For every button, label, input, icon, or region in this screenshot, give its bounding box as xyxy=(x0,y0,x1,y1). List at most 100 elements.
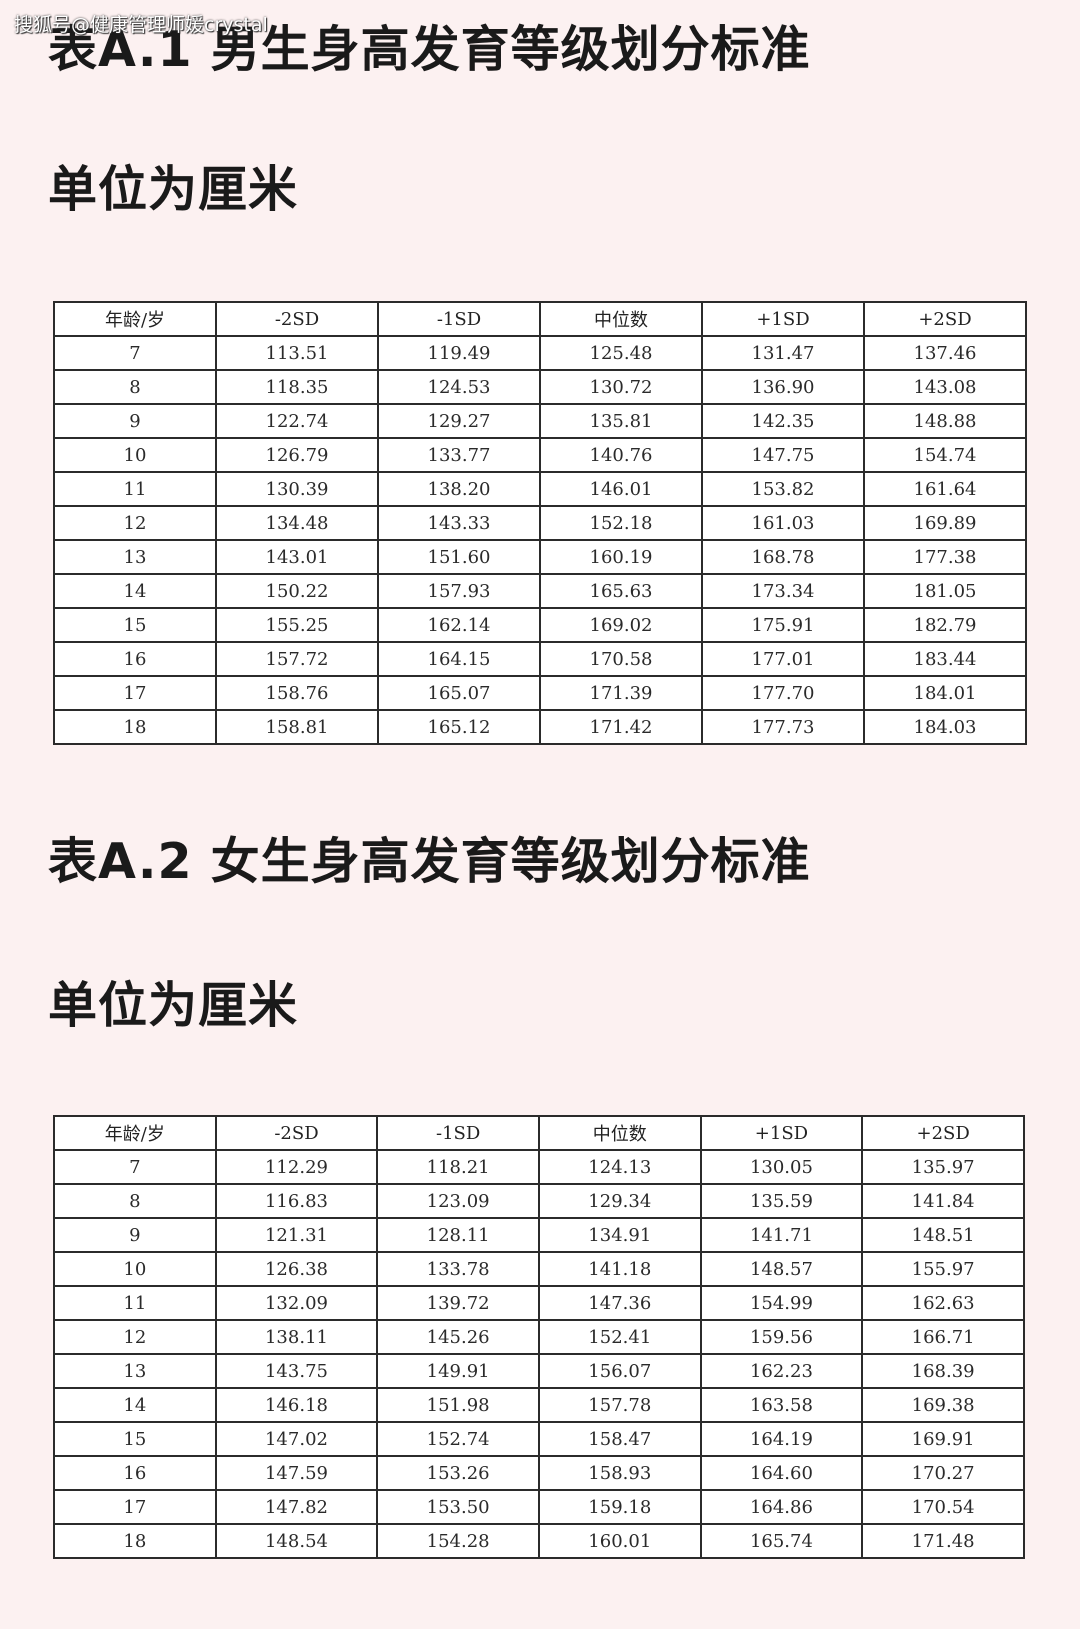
cell-median: 171.39 xyxy=(539,675,703,711)
cell-minus-1sd: 151.98 xyxy=(376,1387,540,1423)
cell-minus-1sd: 145.26 xyxy=(376,1319,540,1355)
table-row: 14 146.18 151.98 157.78 163.58 169.38 xyxy=(53,1387,1025,1423)
cell-plus-2sd: 169.38 xyxy=(861,1387,1025,1423)
cell-plus-2sd: 135.97 xyxy=(861,1149,1025,1185)
cell-minus-2sd: 146.18 xyxy=(214,1387,379,1423)
cell-minus-1sd: 119.49 xyxy=(377,335,541,371)
girls-height-table: 年龄/岁 -2SD -1SD 中位数 +1SD +2SD 7 112.29 118.… xyxy=(53,1115,1025,1559)
cell-plus-1sd: 130.05 xyxy=(699,1149,864,1185)
table-row: 12 134.48 143.33 152.18 161.03 169.89 xyxy=(53,505,1027,541)
cell-minus-2sd: 113.51 xyxy=(215,335,379,371)
table-a1-unit: 单位为厘米 xyxy=(48,161,299,218)
cell-age: 9 xyxy=(53,1217,217,1253)
cell-age: 7 xyxy=(53,1149,217,1185)
cell-minus-2sd: 143.01 xyxy=(215,539,379,575)
table-row: 9 121.31 128.11 134.91 141.71 148.51 xyxy=(53,1217,1025,1253)
table-header-row: 年龄/岁 -2SD -1SD 中位数 +1SD +2SD xyxy=(53,301,1027,337)
table-row: 10 126.38 133.78 141.18 148.57 155.97 xyxy=(53,1251,1025,1287)
cell-plus-1sd: 153.82 xyxy=(701,471,865,507)
cell-minus-1sd: 165.07 xyxy=(377,675,541,711)
cell-plus-1sd: 177.70 xyxy=(701,675,865,711)
cell-age: 9 xyxy=(53,403,217,439)
cell-plus-1sd: 161.03 xyxy=(701,505,865,541)
cell-plus-1sd: 154.99 xyxy=(699,1285,864,1321)
cell-minus-1sd: 149.91 xyxy=(376,1353,540,1389)
cell-median: 157.78 xyxy=(537,1387,702,1423)
cell-minus-2sd: 130.39 xyxy=(215,471,379,507)
cell-plus-1sd: 165.74 xyxy=(699,1523,864,1559)
boys-height-table: 年龄/岁 -2SD -1SD 中位数 +1SD +2SD 7 113.51 119.… xyxy=(53,301,1027,745)
cell-minus-2sd: 121.31 xyxy=(214,1217,379,1253)
cell-plus-1sd: 142.35 xyxy=(701,403,865,439)
table-row: 18 148.54 154.28 160.01 165.74 171.48 xyxy=(53,1523,1025,1559)
table-row: 17 158.76 165.07 171.39 177.70 184.01 xyxy=(53,675,1027,711)
cell-minus-1sd: 165.12 xyxy=(377,709,541,745)
cell-plus-2sd: 182.79 xyxy=(863,607,1027,643)
table-row: 15 147.02 152.74 158.47 164.19 169.91 xyxy=(53,1421,1025,1457)
cell-minus-2sd: 147.82 xyxy=(214,1489,379,1525)
table-row: 18 158.81 165.12 171.42 177.73 184.03 xyxy=(53,709,1027,745)
cell-minus-1sd: 118.21 xyxy=(376,1149,540,1185)
table-row: 10 126.79 133.77 140.76 147.75 154.74 xyxy=(53,437,1027,473)
header-plus-2sd: +2SD xyxy=(861,1115,1025,1151)
cell-plus-1sd: 177.73 xyxy=(701,709,865,745)
header-median: 中位数 xyxy=(537,1115,702,1151)
cell-plus-1sd: 131.47 xyxy=(701,335,865,371)
cell-minus-1sd: 133.77 xyxy=(377,437,541,473)
cell-plus-2sd: 170.27 xyxy=(861,1455,1025,1491)
cell-minus-2sd: 134.48 xyxy=(215,505,379,541)
cell-minus-2sd: 148.54 xyxy=(214,1523,379,1559)
cell-plus-2sd: 168.39 xyxy=(861,1353,1025,1389)
cell-median: 156.07 xyxy=(537,1353,702,1389)
cell-age: 14 xyxy=(53,1387,217,1423)
cell-plus-1sd: 164.19 xyxy=(699,1421,864,1457)
cell-median: 124.13 xyxy=(537,1149,702,1185)
cell-age: 12 xyxy=(53,505,217,541)
cell-minus-2sd: 157.72 xyxy=(215,641,379,677)
cell-median: 158.47 xyxy=(537,1421,702,1457)
cell-age: 12 xyxy=(53,1319,217,1355)
cell-plus-2sd: 184.03 xyxy=(863,709,1027,745)
cell-minus-2sd: 112.29 xyxy=(214,1149,379,1185)
table-a1-title: 表A.1 男生身高发育等级划分标准 xyxy=(48,21,811,78)
cell-median: 125.48 xyxy=(539,335,703,371)
cell-minus-2sd: 143.75 xyxy=(214,1353,379,1389)
header-age: 年龄/岁 xyxy=(53,1115,217,1151)
cell-minus-1sd: 164.15 xyxy=(377,641,541,677)
cell-minus-1sd: 133.78 xyxy=(376,1251,540,1287)
cell-plus-1sd: 135.59 xyxy=(699,1183,864,1219)
cell-minus-2sd: 132.09 xyxy=(214,1285,379,1321)
cell-plus-1sd: 159.56 xyxy=(699,1319,864,1355)
cell-plus-2sd: 148.88 xyxy=(863,403,1027,439)
table-row: 9 122.74 129.27 135.81 142.35 148.88 xyxy=(53,403,1027,439)
cell-plus-1sd: 164.86 xyxy=(699,1489,864,1525)
cell-median: 170.58 xyxy=(539,641,703,677)
header-minus-1sd: -1SD xyxy=(376,1115,540,1151)
cell-plus-1sd: 141.71 xyxy=(699,1217,864,1253)
cell-plus-2sd: 155.97 xyxy=(861,1251,1025,1287)
table-header-row: 年龄/岁 -2SD -1SD 中位数 +1SD +2SD xyxy=(53,1115,1025,1151)
table-row: 7 112.29 118.21 124.13 130.05 135.97 xyxy=(53,1149,1025,1185)
cell-plus-2sd: 161.64 xyxy=(863,471,1027,507)
cell-plus-2sd: 141.84 xyxy=(861,1183,1025,1219)
cell-age: 15 xyxy=(53,607,217,643)
cell-minus-1sd: 123.09 xyxy=(376,1183,540,1219)
cell-plus-2sd: 154.74 xyxy=(863,437,1027,473)
cell-age: 17 xyxy=(53,1489,217,1525)
cell-minus-1sd: 153.50 xyxy=(376,1489,540,1525)
cell-plus-1sd: 177.01 xyxy=(701,641,865,677)
cell-age: 18 xyxy=(53,709,217,745)
cell-median: 152.41 xyxy=(537,1319,702,1355)
header-minus-2sd: -2SD xyxy=(215,301,379,337)
cell-minus-1sd: 138.20 xyxy=(377,471,541,507)
cell-plus-2sd: 148.51 xyxy=(861,1217,1025,1253)
cell-median: 158.93 xyxy=(537,1455,702,1491)
cell-plus-1sd: 175.91 xyxy=(701,607,865,643)
cell-minus-2sd: 147.59 xyxy=(214,1455,379,1491)
cell-median: 152.18 xyxy=(539,505,703,541)
cell-minus-2sd: 150.22 xyxy=(215,573,379,609)
cell-minus-2sd: 158.81 xyxy=(215,709,379,745)
cell-minus-1sd: 128.11 xyxy=(376,1217,540,1253)
cell-plus-2sd: 143.08 xyxy=(863,369,1027,405)
cell-median: 146.01 xyxy=(539,471,703,507)
